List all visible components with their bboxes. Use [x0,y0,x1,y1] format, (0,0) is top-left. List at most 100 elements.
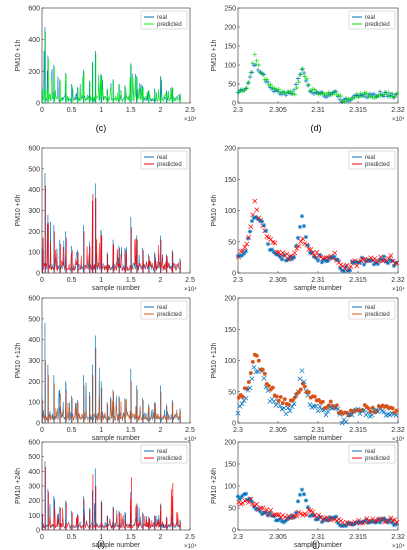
real-point [287,515,293,521]
real-point [307,513,313,519]
y-tick-label: 200 [224,146,236,153]
real-point [373,520,379,525]
legend-label-predicted: predicted [157,22,182,28]
real-point [345,268,351,273]
real-point [389,520,395,525]
real-point [291,515,297,520]
y-tick-label: 300 [28,358,40,365]
real-point [291,401,297,407]
predicted-point [276,87,281,92]
predicted-point [252,52,257,57]
predicted-point [388,515,394,521]
predicted-point [272,240,278,246]
y-tick-label: 600 [28,440,40,447]
real-point [307,402,313,408]
y-tick-label: 500 [28,454,40,461]
y-tick-label: 0 [232,421,236,428]
real-point [295,235,301,241]
real-point [355,519,361,525]
predicted-series-line [41,489,181,530]
legend-label-real: real [157,155,167,161]
predicted-point [270,85,275,90]
predicted-point [254,58,259,63]
predicted-point [276,512,282,518]
real-point [393,260,399,266]
real-point [381,409,387,415]
predicted-point [334,403,339,408]
real-point [273,402,279,408]
y-tick-label: 0 [232,528,236,535]
predicted-point [386,90,391,95]
x-tick-label: 2.305 [269,534,287,541]
predicted-point [256,62,261,68]
x-exponent-label: ×10⁴ [184,436,197,443]
y-tick-label: 50 [228,389,236,396]
real-point [251,364,257,370]
real-point [295,499,301,504]
predicted-point [294,246,300,252]
legend-label-predicted: predicted [365,22,390,28]
real-point [383,517,389,523]
real-point [311,513,317,518]
x-tick-label: 1 [99,427,103,434]
predicted-point [312,512,318,518]
predicted-point [246,80,251,85]
real-point [289,256,295,262]
real-point [235,410,241,416]
y-tick-label: 200 [28,69,40,76]
real-point [253,507,259,512]
predicted-point [276,398,281,403]
y-tick-label: 400 [28,187,40,194]
real-point [387,257,393,263]
real-point [311,403,317,409]
real-point [279,257,285,262]
predicted-point [306,390,311,395]
real-point [267,510,273,515]
real-point [303,498,309,503]
predicted-point [242,244,248,250]
real-point [301,223,307,229]
real-point [371,262,377,267]
x-exponent-label: ×10⁴ [184,543,197,550]
x-axis-label: sample number [294,542,343,549]
real-point [337,97,343,102]
x-tick-label: 2 [158,107,162,114]
real-point [391,263,397,269]
real-point [325,409,331,414]
predicted-point [268,507,274,513]
predicted-point [352,95,357,101]
predicted-series-line [41,74,181,103]
real-point [349,259,355,265]
x-tick-label: 2.5 [185,534,195,541]
predicted-point [362,90,367,95]
x-tick-label: 2.5 [185,277,195,284]
real-point [259,511,265,517]
y-axis-label: PM10 +6h [211,194,218,226]
real-point [297,72,303,77]
x-tick-label: 2.31 [311,107,325,114]
real-point [265,241,271,247]
real-point [351,93,357,99]
real-point [357,520,363,525]
real-point [275,89,281,94]
predicted-point [272,512,278,518]
real-point [275,252,281,258]
predicted-point [262,371,267,376]
real-point [281,405,287,411]
real-point [299,487,305,492]
real-point [347,268,353,273]
panel-c: (c) [96,123,107,133]
real-point [361,262,367,267]
real-point [245,497,251,502]
legend-label-predicted: predicted [365,312,390,318]
predicted-point [298,239,304,244]
predicted-point [312,87,317,92]
real-point [277,516,283,522]
predicted-point [392,517,398,523]
real-point [361,92,367,97]
x-axis-label: sample number [92,285,141,292]
real-point [315,516,321,522]
x-tick-label: 2.31 [311,427,325,434]
real-point [327,515,333,520]
real-point [343,96,349,101]
